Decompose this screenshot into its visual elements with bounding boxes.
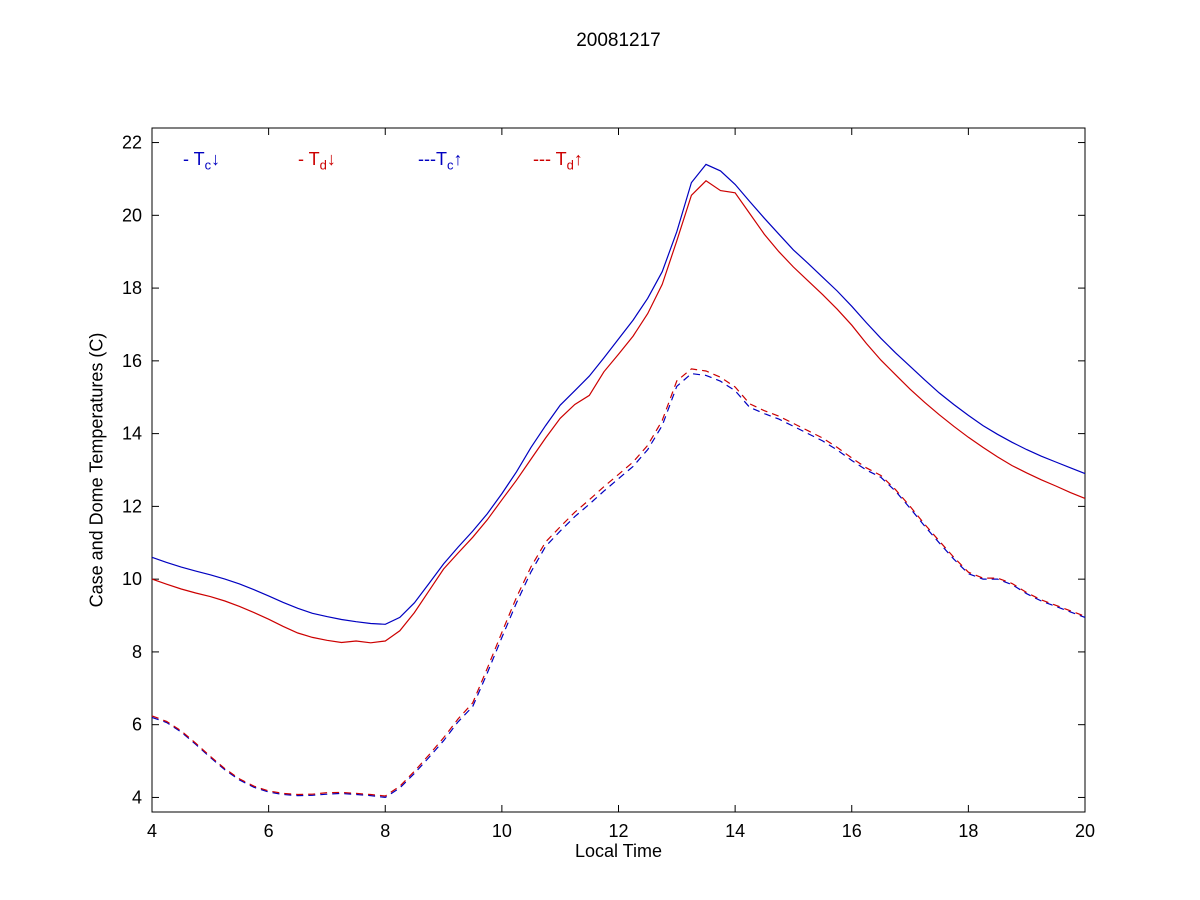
legend-subscript: d: [566, 157, 574, 173]
x-tick-label: 20: [1075, 821, 1095, 841]
legend-marker: ---: [533, 149, 556, 169]
legend-symbol: T: [555, 149, 567, 169]
legend-marker: ---: [418, 149, 436, 169]
y-tick-label: 22: [122, 133, 142, 153]
x-tick-label: 6: [264, 821, 274, 841]
y-tick-label: 16: [122, 351, 142, 371]
x-tick-label: 10: [492, 821, 512, 841]
series-line-td-down: [151, 180, 1086, 644]
x-tick-label: 14: [725, 821, 745, 841]
legend-item: --- Td↑: [533, 149, 583, 173]
series-line-tc-up: [151, 372, 1086, 799]
x-tick-label: 12: [608, 821, 628, 841]
y-tick-label: 4: [132, 787, 142, 807]
y-tick-label: 6: [132, 715, 142, 735]
legend-marker: -: [298, 149, 309, 169]
series-line-tc-down: [151, 163, 1086, 625]
legend-item: ---Tc↑: [418, 149, 462, 173]
legend-symbol: T: [435, 149, 447, 169]
y-tick-label: 10: [122, 569, 142, 589]
y-tick-label: 18: [122, 278, 142, 298]
legend-subscript: c: [204, 157, 212, 173]
chart-title: 20081217: [576, 30, 661, 51]
up-arrow-icon: ↑: [453, 149, 463, 169]
legend-symbol: T: [193, 149, 205, 169]
down-arrow-icon: ↓: [326, 149, 336, 169]
x-tick-label: 16: [842, 821, 862, 841]
up-arrow-icon: ↑: [573, 149, 583, 169]
legend-symbol: T: [308, 149, 320, 169]
legend-subscript: d: [319, 157, 327, 173]
x-tick-label: 4: [147, 821, 157, 841]
series-line-td-up: [151, 368, 1086, 797]
down-arrow-icon: ↓: [211, 149, 221, 169]
x-tick-label: 8: [380, 821, 390, 841]
y-tick-label: 14: [122, 424, 142, 444]
legend-subscript: c: [446, 157, 454, 173]
legend-item: - Td↓: [298, 149, 336, 173]
y-tick-label: 8: [132, 642, 142, 662]
x-tick-label: 18: [958, 821, 978, 841]
x-axis-label: Local Time: [574, 841, 663, 861]
legend-item: - Tc↓: [183, 149, 220, 173]
axes-box: [151, 127, 1086, 813]
y-tick-label: 20: [122, 205, 142, 225]
legend-marker: -: [183, 149, 194, 169]
y-tick-label: 12: [122, 496, 142, 516]
